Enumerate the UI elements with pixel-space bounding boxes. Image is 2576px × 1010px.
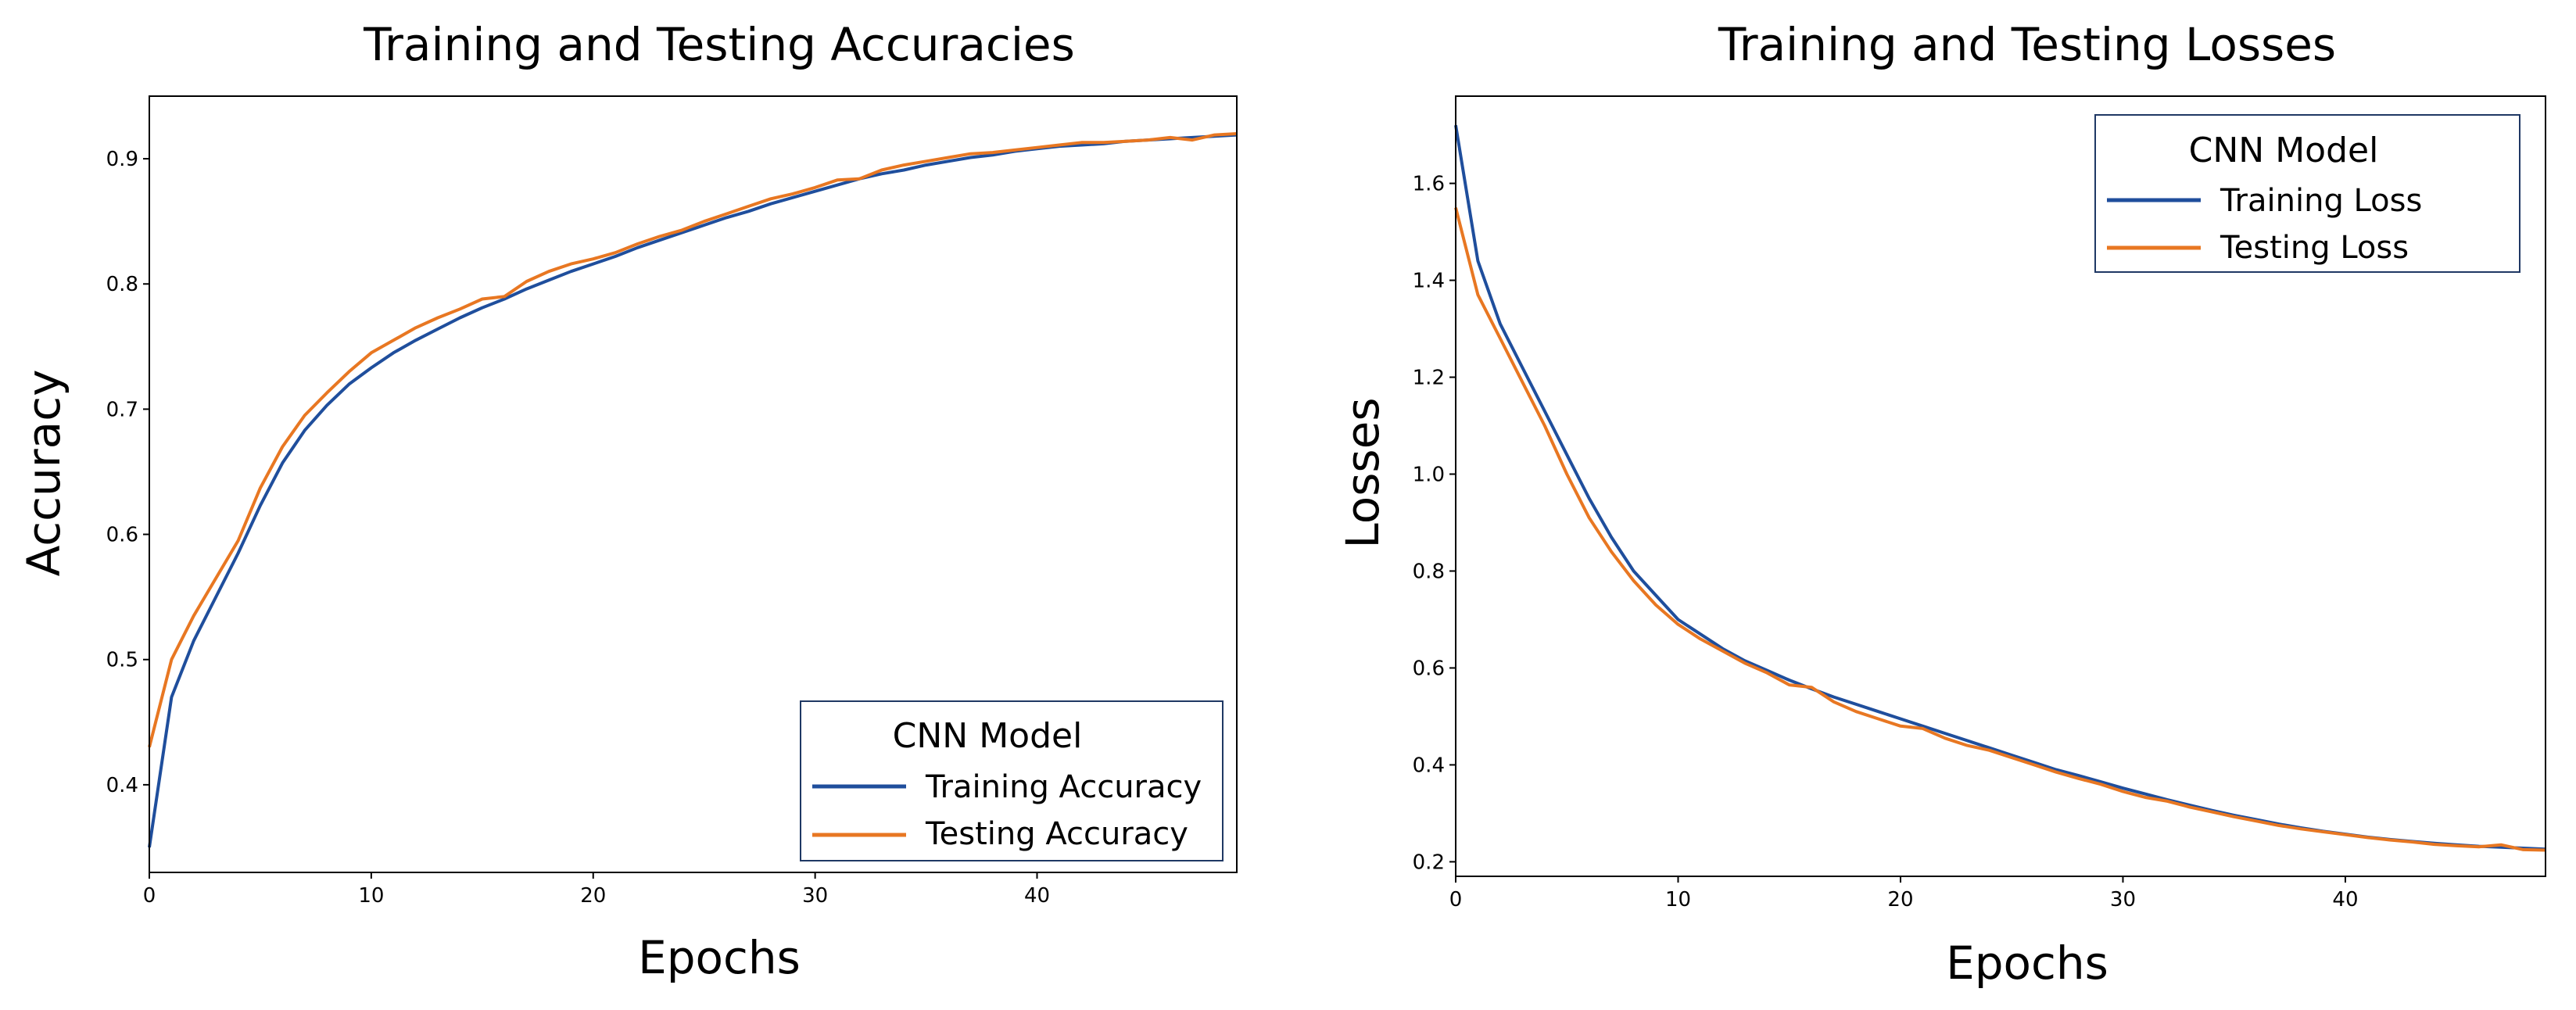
losses-chart-ticks: 0 10 20 30 40 0.2 0.4 0.6 0.8 1.0 1.2 1.4 1.6 [1413,173,2359,912]
accuracy-chart-x-axis-label: Epochs [638,931,801,984]
x-tick-label: 0 [1449,888,1463,912]
x-tick-label: 10 [1665,888,1691,912]
losses-chart-title: Training and Testing Losses [1718,18,2336,71]
accuracy-chart-legend: CNN Model Training Accuracy Testing Accu… [800,700,1224,861]
accuracy-chart-ticks: 0 10 20 30 40 0.4 0.5 0.6 0.7 0.8 0.9 [106,148,1050,908]
x-tick-label: 10 [358,884,384,908]
x-tick-label: 20 [1887,888,1913,912]
losses-chart-legend: CNN Model Training Loss Testing Loss [2094,114,2520,273]
losses-chart-x-axis-label: Epochs [1946,937,2108,990]
x-tick-label: 40 [1024,884,1050,908]
losses-chart-plot-frame [1455,95,2546,877]
legend-label-training-loss: Training Loss [2220,183,2422,219]
y-tick-label: 1.0 [1413,464,1445,487]
legend-title: CNN Model [2189,131,2379,170]
losses-chart: Training and Testing Losses Losses Epoch… [1336,18,2546,990]
y-tick-label: 1.2 [1413,367,1445,390]
y-tick-label: 0.8 [1413,560,1445,583]
accuracy-chart-lines [148,132,1238,848]
y-tick-label: 0.7 [106,398,138,421]
accuracy-chart: Training and Testing Accuracies Accuracy… [17,18,1238,984]
y-tick-label: 1.4 [1413,270,1445,293]
legend-label-testing-accuracy: Testing Accuracy [925,816,1188,852]
legend-label-testing-loss: Testing Loss [2220,230,2409,266]
accuracy-chart-plot-frame [149,95,1238,873]
x-tick-label: 30 [802,884,828,908]
y-tick-label: 0.5 [106,649,138,672]
y-tick-label: 1.6 [1413,173,1445,196]
series-line-testing-accuracy [148,132,1238,748]
legend-title: CNN Model [893,716,1083,756]
y-tick-label: 0.6 [1413,657,1445,680]
x-tick-label: 0 [143,884,156,908]
y-tick-label: 0.4 [1413,754,1445,777]
accuracy-chart-title: Training and Testing Accuracies [363,18,1075,71]
x-tick-label: 40 [2332,888,2358,912]
y-tick-label: 0.6 [106,524,138,547]
x-tick-label: 30 [2110,888,2136,912]
x-tick-label: 20 [580,884,606,908]
losses-chart-lines [1454,124,2546,852]
losses-chart-y-axis-label: Losses [1336,397,1389,548]
series-line-testing-loss [1454,207,2546,852]
y-tick-label: 0.8 [106,273,138,296]
y-tick-label: 0.2 [1413,851,1445,874]
accuracy-chart-y-axis-label: Accuracy [17,370,70,577]
y-tick-label: 0.4 [106,774,138,797]
y-tick-label: 0.9 [106,148,138,171]
legend-label-training-accuracy: Training Accuracy [925,769,1202,805]
